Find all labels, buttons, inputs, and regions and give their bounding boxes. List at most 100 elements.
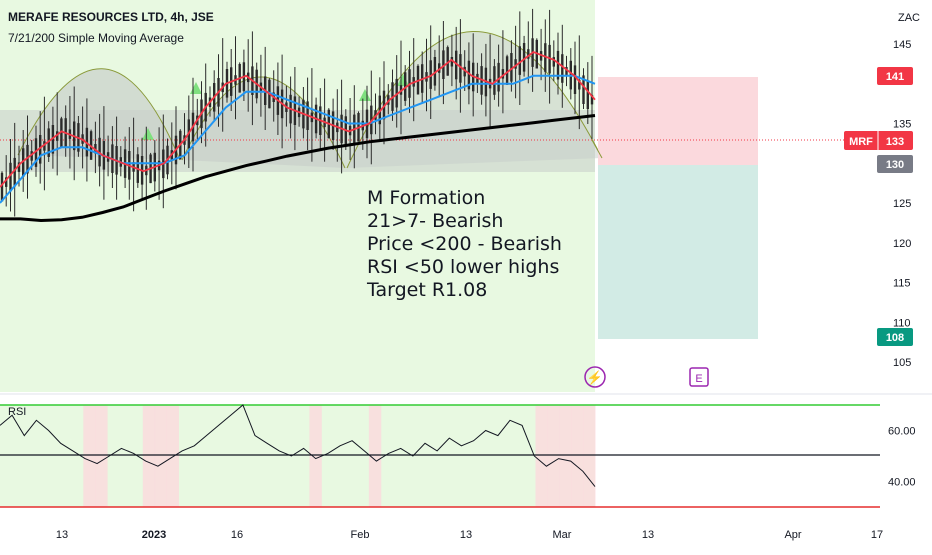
price-axis: 105 110 115 120 125 135 145 — [893, 39, 911, 369]
rsi-bearish-shade — [583, 405, 596, 507]
candle-body — [556, 50, 560, 80]
rsi-bearish-shade — [154, 405, 168, 507]
price-tick-label: 145 — [893, 39, 911, 51]
candle-body — [578, 80, 581, 90]
candle-body — [565, 67, 568, 77]
candle-body — [582, 75, 585, 104]
candle-body — [5, 177, 8, 187]
candle-body — [450, 57, 454, 67]
candle-body — [378, 95, 381, 125]
candle-body — [13, 157, 16, 187]
candle-body — [493, 66, 496, 95]
annotation-line-2: 21>7- Bearish — [367, 210, 503, 232]
time-tick-label: 13 — [460, 529, 472, 541]
candle-body — [467, 60, 471, 90]
candle-body — [34, 138, 38, 167]
candle-body — [438, 63, 441, 73]
dividend-icon[interactable]: ⚡ — [584, 366, 606, 388]
annotation-line-4: RSI <50 lower highs — [367, 256, 559, 278]
candle-body — [518, 46, 521, 75]
rsi-tick-label: 40.00 — [888, 477, 916, 489]
indicator-label: 7/21/200 Simple Moving Average — [8, 31, 184, 45]
time-tick-label: 17 — [871, 529, 883, 541]
earnings-icon[interactable]: E — [689, 367, 709, 387]
candle-body — [505, 56, 509, 85]
target-zone — [598, 165, 758, 339]
rsi-bearish-shade — [166, 405, 179, 507]
stop-badge-value: 141 — [886, 71, 904, 83]
time-tick-label: 13 — [56, 529, 68, 541]
candle-body — [527, 49, 530, 59]
candle-body — [446, 47, 449, 76]
candle-body — [43, 141, 46, 151]
candle-body — [56, 131, 59, 141]
rsi-bearish-shade — [368, 405, 382, 507]
current-price-value: 133 — [886, 136, 904, 148]
stop-badge: 141 — [877, 67, 913, 85]
price-tick-label: 105 — [893, 357, 911, 369]
peak-triangle — [359, 89, 371, 101]
rsi-bearish-shade — [309, 405, 322, 507]
candle-body — [39, 135, 42, 164]
candle-body — [433, 57, 437, 86]
candle-body — [26, 144, 29, 174]
candle-body — [30, 151, 33, 161]
currency-label: ZAC — [898, 12, 920, 24]
time-tick-label: 13 — [642, 529, 654, 541]
candle-body — [382, 90, 386, 120]
candle-body — [404, 72, 407, 101]
rsi-bearish-shade — [535, 405, 548, 507]
candle-body — [463, 66, 466, 77]
candle-body — [573, 65, 577, 94]
candle-body — [429, 60, 432, 89]
entry-badge: 130 — [877, 155, 913, 173]
price-tick-label: 110 — [893, 317, 911, 329]
candle-body — [586, 80, 589, 109]
candle-body — [455, 50, 458, 80]
time-tick-label: Apr — [784, 529, 801, 541]
rsi-bearish-shade — [142, 405, 156, 507]
candle-body — [17, 162, 21, 172]
target-badge-value: 108 — [886, 332, 904, 344]
rsi-bearish-shade — [571, 405, 584, 507]
target-badge: 108 — [877, 328, 913, 346]
candle-body — [590, 94, 594, 105]
candle-body — [60, 118, 63, 147]
candle-body — [22, 148, 25, 177]
candle-body — [548, 44, 551, 74]
candle-body — [395, 78, 398, 108]
candle-body — [501, 69, 505, 79]
candle-body — [552, 57, 555, 67]
current-price-badge: MRF 133 — [844, 131, 913, 150]
time-tick-label: 16 — [231, 529, 243, 541]
earnings-icon-glyph: E — [695, 373, 702, 385]
rsi-bearish-shade — [95, 405, 108, 507]
price-tick-label: 135 — [893, 119, 911, 131]
rsi-label: RSI — [8, 406, 26, 418]
candle-body — [9, 162, 12, 192]
entry-badge-value: 130 — [886, 159, 904, 171]
stop-loss-zone — [598, 77, 758, 165]
arc-tail — [591, 139, 603, 159]
candle-body — [387, 95, 390, 105]
rsi-axis: 40.00 60.00 — [888, 426, 916, 489]
annotation-text: M Formation 21>7- Bearish Price <200 - B… — [366, 187, 562, 301]
chart-title: MERAFE RESOURCES LTD, 4h, JSE — [8, 10, 214, 24]
rsi-bearish-shade — [547, 405, 560, 507]
price-tick-label: 120 — [893, 238, 911, 250]
annotation-line-1: M Formation — [367, 187, 485, 209]
candle-body — [47, 128, 50, 157]
ma-200-line — [0, 114, 596, 223]
rsi-tick-label: 60.00 — [888, 426, 916, 438]
price-tick-label: 125 — [893, 198, 911, 210]
dividend-icon-glyph: ⚡ — [587, 370, 603, 386]
candle-body — [522, 43, 526, 72]
ma-21-line — [0, 74, 596, 204]
rsi-bearish-shade — [83, 405, 96, 507]
peak-triangle — [142, 128, 154, 140]
annotation-line-3: Price <200 - Bearish — [367, 233, 562, 255]
price-tick-label: 115 — [893, 278, 911, 290]
rsi-background — [0, 405, 596, 507]
